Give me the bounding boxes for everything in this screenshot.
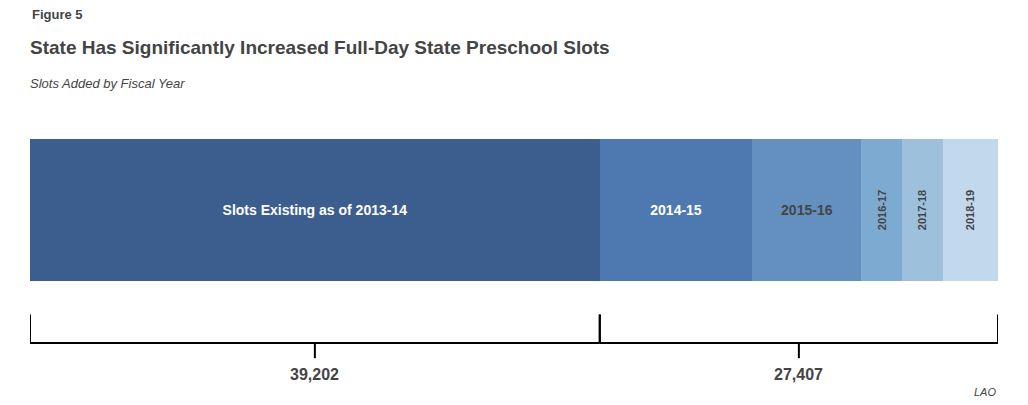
svg-text:2015-16: 2015-16 (781, 202, 833, 218)
svg-text:2018-19: 2018-19 (964, 190, 976, 230)
svg-text:27,407: 27,407 (774, 366, 823, 383)
svg-text:2017-18: 2017-18 (916, 190, 928, 230)
svg-text:Slots Added by Fiscal Year: Slots Added by Fiscal Year (30, 76, 185, 91)
svg-text:State Has Significantly Increa: State Has Significantly Increased Full-D… (30, 37, 610, 58)
svg-text:39,202: 39,202 (290, 366, 339, 383)
svg-text:LAO: LAO (974, 386, 996, 398)
svg-text:2016-17: 2016-17 (876, 190, 888, 230)
svg-text:2014-15: 2014-15 (650, 202, 702, 218)
svg-text:Figure 5: Figure 5 (32, 7, 83, 22)
svg-text:Slots Existing as of 2013-14: Slots Existing as of 2013-14 (223, 202, 408, 218)
